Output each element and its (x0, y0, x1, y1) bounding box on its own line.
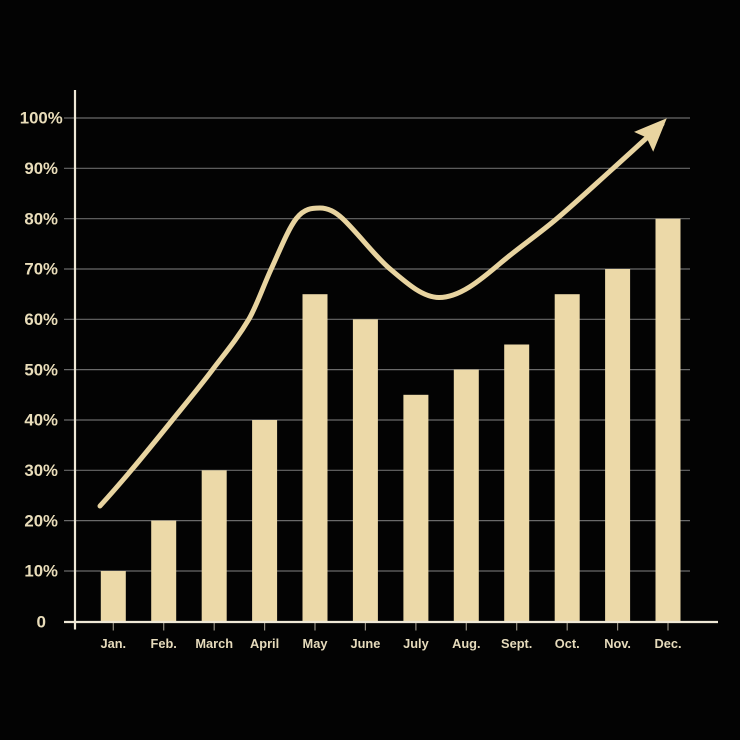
svg-text:July: July (403, 636, 429, 651)
svg-text:50%: 50% (24, 360, 58, 379)
svg-text:Nov.: Nov. (604, 636, 631, 651)
svg-text:Aug.: Aug. (452, 636, 480, 651)
svg-text:20%: 20% (24, 511, 58, 530)
svg-text:0: 0 (36, 613, 45, 632)
svg-text:40%: 40% (24, 411, 58, 430)
svg-text:Feb.: Feb. (151, 636, 177, 651)
svg-text:Oct.: Oct. (555, 636, 580, 651)
svg-text:100%: 100% (20, 109, 63, 128)
svg-text:10%: 10% (24, 562, 58, 581)
svg-text:May: May (303, 636, 329, 651)
svg-text:June: June (350, 636, 380, 651)
svg-text:60%: 60% (24, 310, 58, 329)
svg-text:Jan.: Jan. (100, 636, 126, 651)
svg-text:80%: 80% (24, 209, 58, 228)
svg-text:90%: 90% (24, 159, 58, 178)
svg-text:70%: 70% (24, 260, 58, 279)
svg-text:Sept.: Sept. (501, 636, 532, 651)
svg-text:March: March (195, 636, 233, 651)
svg-text:30%: 30% (24, 461, 58, 480)
svg-text:Dec.: Dec. (654, 636, 681, 651)
svg-text:April: April (250, 636, 279, 651)
